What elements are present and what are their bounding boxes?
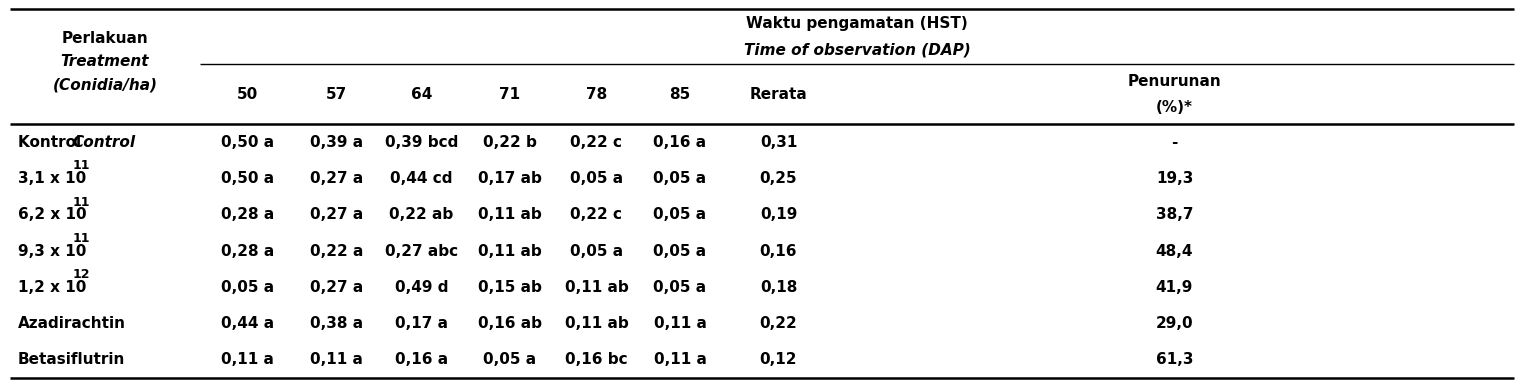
Text: 0,16 a: 0,16 a <box>654 134 707 150</box>
Text: 0,16 bc: 0,16 bc <box>565 352 628 367</box>
Text: Control: Control <box>73 134 136 150</box>
Text: 3,1 x 10: 3,1 x 10 <box>18 171 87 186</box>
Text: 0,27 a: 0,27 a <box>309 207 363 222</box>
Text: Waktu pengamatan (HST): Waktu pengamatan (HST) <box>747 16 968 31</box>
Text: 0,50 a: 0,50 a <box>221 134 274 150</box>
Text: 0,18: 0,18 <box>760 280 797 295</box>
Text: 0,12: 0,12 <box>760 352 797 367</box>
Text: 29,0: 29,0 <box>1155 316 1193 331</box>
Text: 0,27 a: 0,27 a <box>309 280 363 295</box>
Text: 0,05 a: 0,05 a <box>483 352 536 367</box>
Text: 0,11 ab: 0,11 ab <box>564 280 628 295</box>
Text: 0,28 a: 0,28 a <box>221 243 274 258</box>
Text: 0,39 a: 0,39 a <box>309 134 363 150</box>
Text: Rerata: Rerata <box>750 87 808 102</box>
Text: 0,05 a: 0,05 a <box>570 243 623 258</box>
Text: 48,4: 48,4 <box>1155 243 1193 258</box>
Text: 0,05 a: 0,05 a <box>654 243 707 258</box>
Text: 0,15 ab: 0,15 ab <box>479 280 543 295</box>
Text: 0,49 d: 0,49 d <box>395 280 448 295</box>
Text: 9,3 x 10: 9,3 x 10 <box>18 243 87 258</box>
Text: 0,17 ab: 0,17 ab <box>479 171 543 186</box>
Text: 0,27 abc: 0,27 abc <box>386 243 459 258</box>
Text: 0,22 a: 0,22 a <box>309 243 363 258</box>
Text: 85: 85 <box>669 87 690 102</box>
Text: 0,11 a: 0,11 a <box>654 316 707 331</box>
Text: Betasiflutrin: Betasiflutrin <box>18 352 125 367</box>
Text: Time of observation (DAP): Time of observation (DAP) <box>744 42 971 57</box>
Text: 11: 11 <box>73 232 90 245</box>
Text: 0,05 a: 0,05 a <box>654 171 707 186</box>
Text: 0,11 a: 0,11 a <box>221 352 274 367</box>
Text: 0,05 a: 0,05 a <box>570 171 623 186</box>
Text: 11: 11 <box>73 196 90 209</box>
Text: 71: 71 <box>500 87 521 102</box>
Text: Azadirachtin: Azadirachtin <box>18 316 126 331</box>
Text: 0,50 a: 0,50 a <box>221 171 274 186</box>
Text: 0,19: 0,19 <box>760 207 797 222</box>
Text: 0,05 a: 0,05 a <box>654 207 707 222</box>
Text: 0,22: 0,22 <box>759 316 797 331</box>
Text: 78: 78 <box>585 87 607 102</box>
Text: 0,22 c: 0,22 c <box>570 207 622 222</box>
Text: 0,28 a: 0,28 a <box>221 207 274 222</box>
Text: 0,38 a: 0,38 a <box>309 316 363 331</box>
Text: 0,27 a: 0,27 a <box>309 171 363 186</box>
Text: 0,22 ab: 0,22 ab <box>389 207 454 222</box>
Text: 64: 64 <box>411 87 433 102</box>
Text: -: - <box>1172 134 1178 150</box>
Text: 0,11 ab: 0,11 ab <box>479 207 543 222</box>
Text: 0,16: 0,16 <box>760 243 797 258</box>
Text: 38,7: 38,7 <box>1155 207 1193 222</box>
Text: 1,2 x 10: 1,2 x 10 <box>18 280 87 295</box>
Text: 61,3: 61,3 <box>1155 352 1193 367</box>
Text: 0,44 a: 0,44 a <box>221 316 274 331</box>
Text: 12: 12 <box>73 268 90 281</box>
Text: 0,17 a: 0,17 a <box>395 316 448 331</box>
Text: 0,22 b: 0,22 b <box>483 134 536 150</box>
Text: 50: 50 <box>236 87 258 102</box>
Text: 0,05 a: 0,05 a <box>221 280 274 295</box>
Text: 0,16 a: 0,16 a <box>395 352 448 367</box>
Text: 0,05 a: 0,05 a <box>654 280 707 295</box>
Text: 0,11 a: 0,11 a <box>309 352 363 367</box>
Text: Kontrol: Kontrol <box>18 134 87 150</box>
Text: 57: 57 <box>326 87 347 102</box>
Text: 0,16 ab: 0,16 ab <box>479 316 543 331</box>
Text: 0,31: 0,31 <box>760 134 797 150</box>
Text: 0,25: 0,25 <box>759 171 797 186</box>
Text: Perlakuan: Perlakuan <box>61 31 148 46</box>
Text: 41,9: 41,9 <box>1155 280 1193 295</box>
Text: 0,11 a: 0,11 a <box>654 352 707 367</box>
Text: 19,3: 19,3 <box>1155 171 1193 186</box>
Text: (%)*: (%)* <box>1157 100 1193 114</box>
Text: (Conidia/ha): (Conidia/ha) <box>52 77 157 92</box>
Text: 0,11 ab: 0,11 ab <box>479 243 543 258</box>
Text: 0,22 c: 0,22 c <box>570 134 622 150</box>
Text: 0,39 bcd: 0,39 bcd <box>386 134 459 150</box>
Text: Penurunan: Penurunan <box>1128 74 1221 89</box>
Text: 0,44 cd: 0,44 cd <box>390 171 453 186</box>
Text: 11: 11 <box>73 160 90 172</box>
Text: 6,2 x 10: 6,2 x 10 <box>18 207 87 222</box>
Text: Treatment: Treatment <box>61 54 149 69</box>
Text: 0,11 ab: 0,11 ab <box>564 316 628 331</box>
